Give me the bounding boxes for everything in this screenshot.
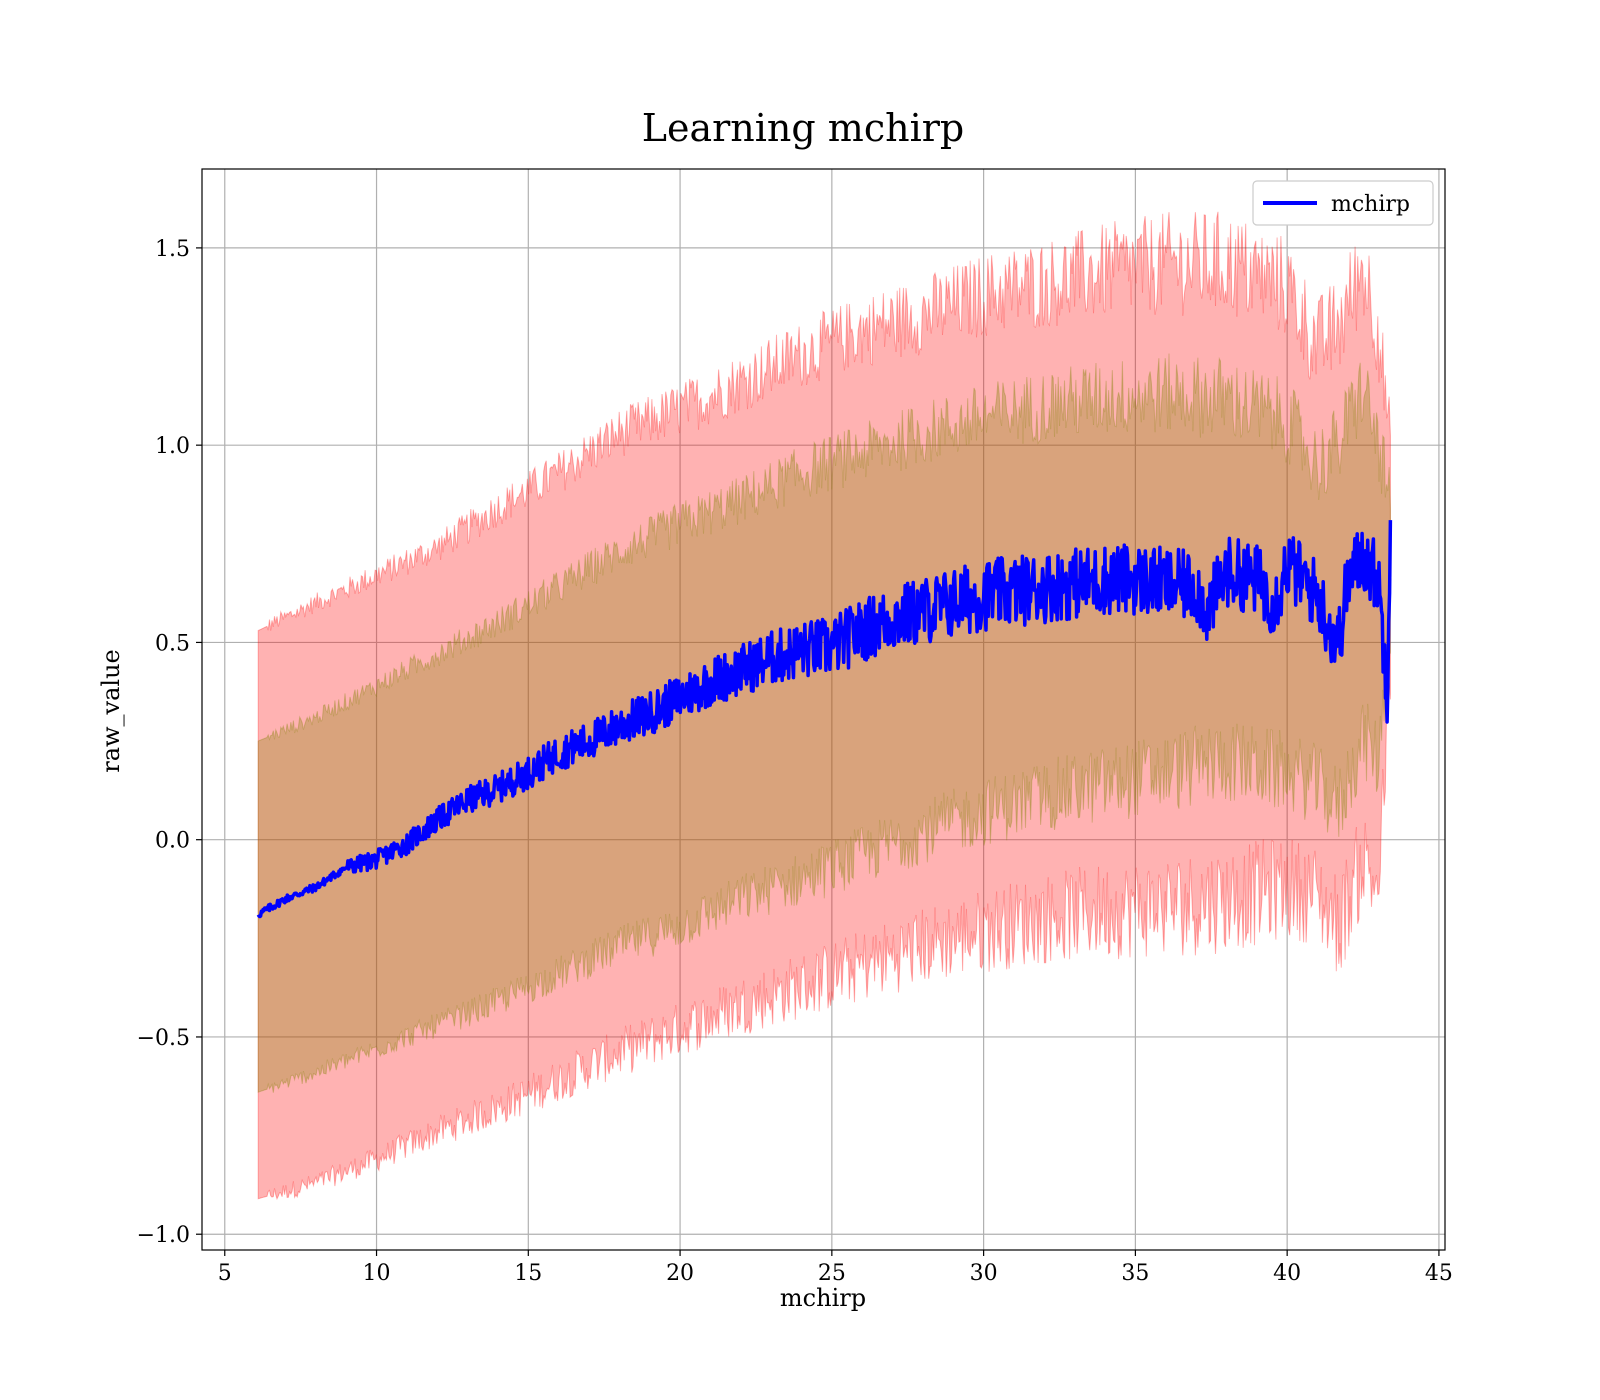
y-tick-label: 0.5 xyxy=(155,631,190,656)
y-tick-label: −0.5 xyxy=(137,1026,190,1051)
y-tick-label: 1.5 xyxy=(155,237,190,262)
x-tick-label: 30 xyxy=(970,1261,998,1286)
y-tick-label: 0.0 xyxy=(155,829,190,854)
x-tick-label: 40 xyxy=(1273,1261,1301,1286)
y-tick-label: −1.0 xyxy=(137,1223,190,1248)
x-tick-label: 35 xyxy=(1121,1261,1149,1286)
y-gridlines xyxy=(202,247,1445,1235)
chart-title: Learning mchirp xyxy=(642,106,964,150)
plot-area xyxy=(201,168,1446,1251)
y-tick-label: 1.0 xyxy=(155,434,190,459)
data-series xyxy=(256,520,1393,919)
y-axis-ticks: −1.0 −0.5 0.0 0.5 1.0 1.5 xyxy=(137,237,202,1248)
legend: mchirp xyxy=(1252,180,1434,226)
x-tick-label: 10 xyxy=(363,1261,391,1286)
legend-label-mchirp: mchirp xyxy=(1331,192,1410,217)
series-line-mchirp xyxy=(256,520,1393,919)
confidence-band-1 xyxy=(257,211,1391,1201)
x-axis-label: mchirp xyxy=(780,1284,866,1312)
plot-background xyxy=(202,169,1445,1250)
plot-frame xyxy=(201,168,1446,1251)
x-tick-label: 45 xyxy=(1425,1261,1453,1286)
confidence-band-2 xyxy=(257,353,1391,1093)
legend-frame xyxy=(1252,180,1434,226)
x-gridlines xyxy=(224,169,1440,1250)
x-tick-label: 15 xyxy=(514,1261,542,1286)
y-axis-label: raw_value xyxy=(97,649,125,773)
x-tick-label: 25 xyxy=(818,1261,846,1286)
x-tick-label: 5 xyxy=(218,1261,232,1286)
x-axis-ticks: 5 10 15 20 25 30 35 40 45 xyxy=(218,1250,1453,1286)
x-tick-label: 20 xyxy=(666,1261,694,1286)
confidence-bands xyxy=(257,211,1391,1201)
